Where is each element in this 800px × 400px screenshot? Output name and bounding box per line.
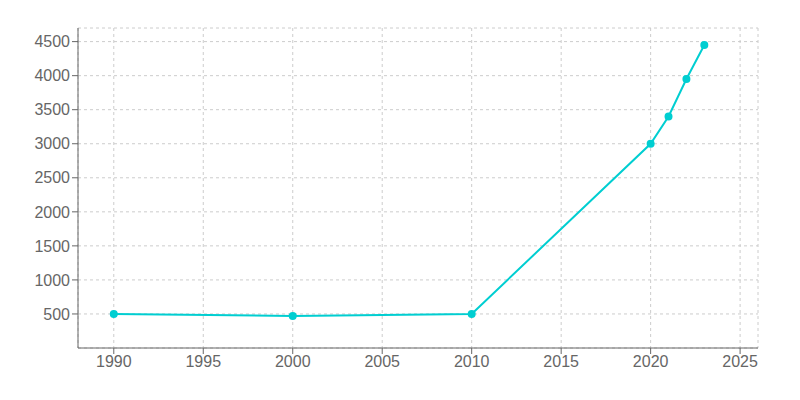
svg-text:2000: 2000 xyxy=(34,204,70,221)
svg-text:2000: 2000 xyxy=(275,353,311,370)
svg-text:2015: 2015 xyxy=(543,353,579,370)
svg-text:4000: 4000 xyxy=(34,67,70,84)
svg-text:1995: 1995 xyxy=(185,353,221,370)
svg-text:2010: 2010 xyxy=(454,353,490,370)
svg-text:3000: 3000 xyxy=(34,135,70,152)
svg-text:3500: 3500 xyxy=(34,101,70,118)
svg-text:1000: 1000 xyxy=(34,272,70,289)
svg-text:2025: 2025 xyxy=(722,353,758,370)
svg-text:2005: 2005 xyxy=(364,353,400,370)
svg-text:2020: 2020 xyxy=(633,353,669,370)
svg-text:500: 500 xyxy=(43,306,70,323)
svg-text:2500: 2500 xyxy=(34,169,70,186)
svg-text:1500: 1500 xyxy=(34,238,70,255)
svg-text:1990: 1990 xyxy=(96,353,132,370)
svg-text:4500: 4500 xyxy=(34,33,70,50)
